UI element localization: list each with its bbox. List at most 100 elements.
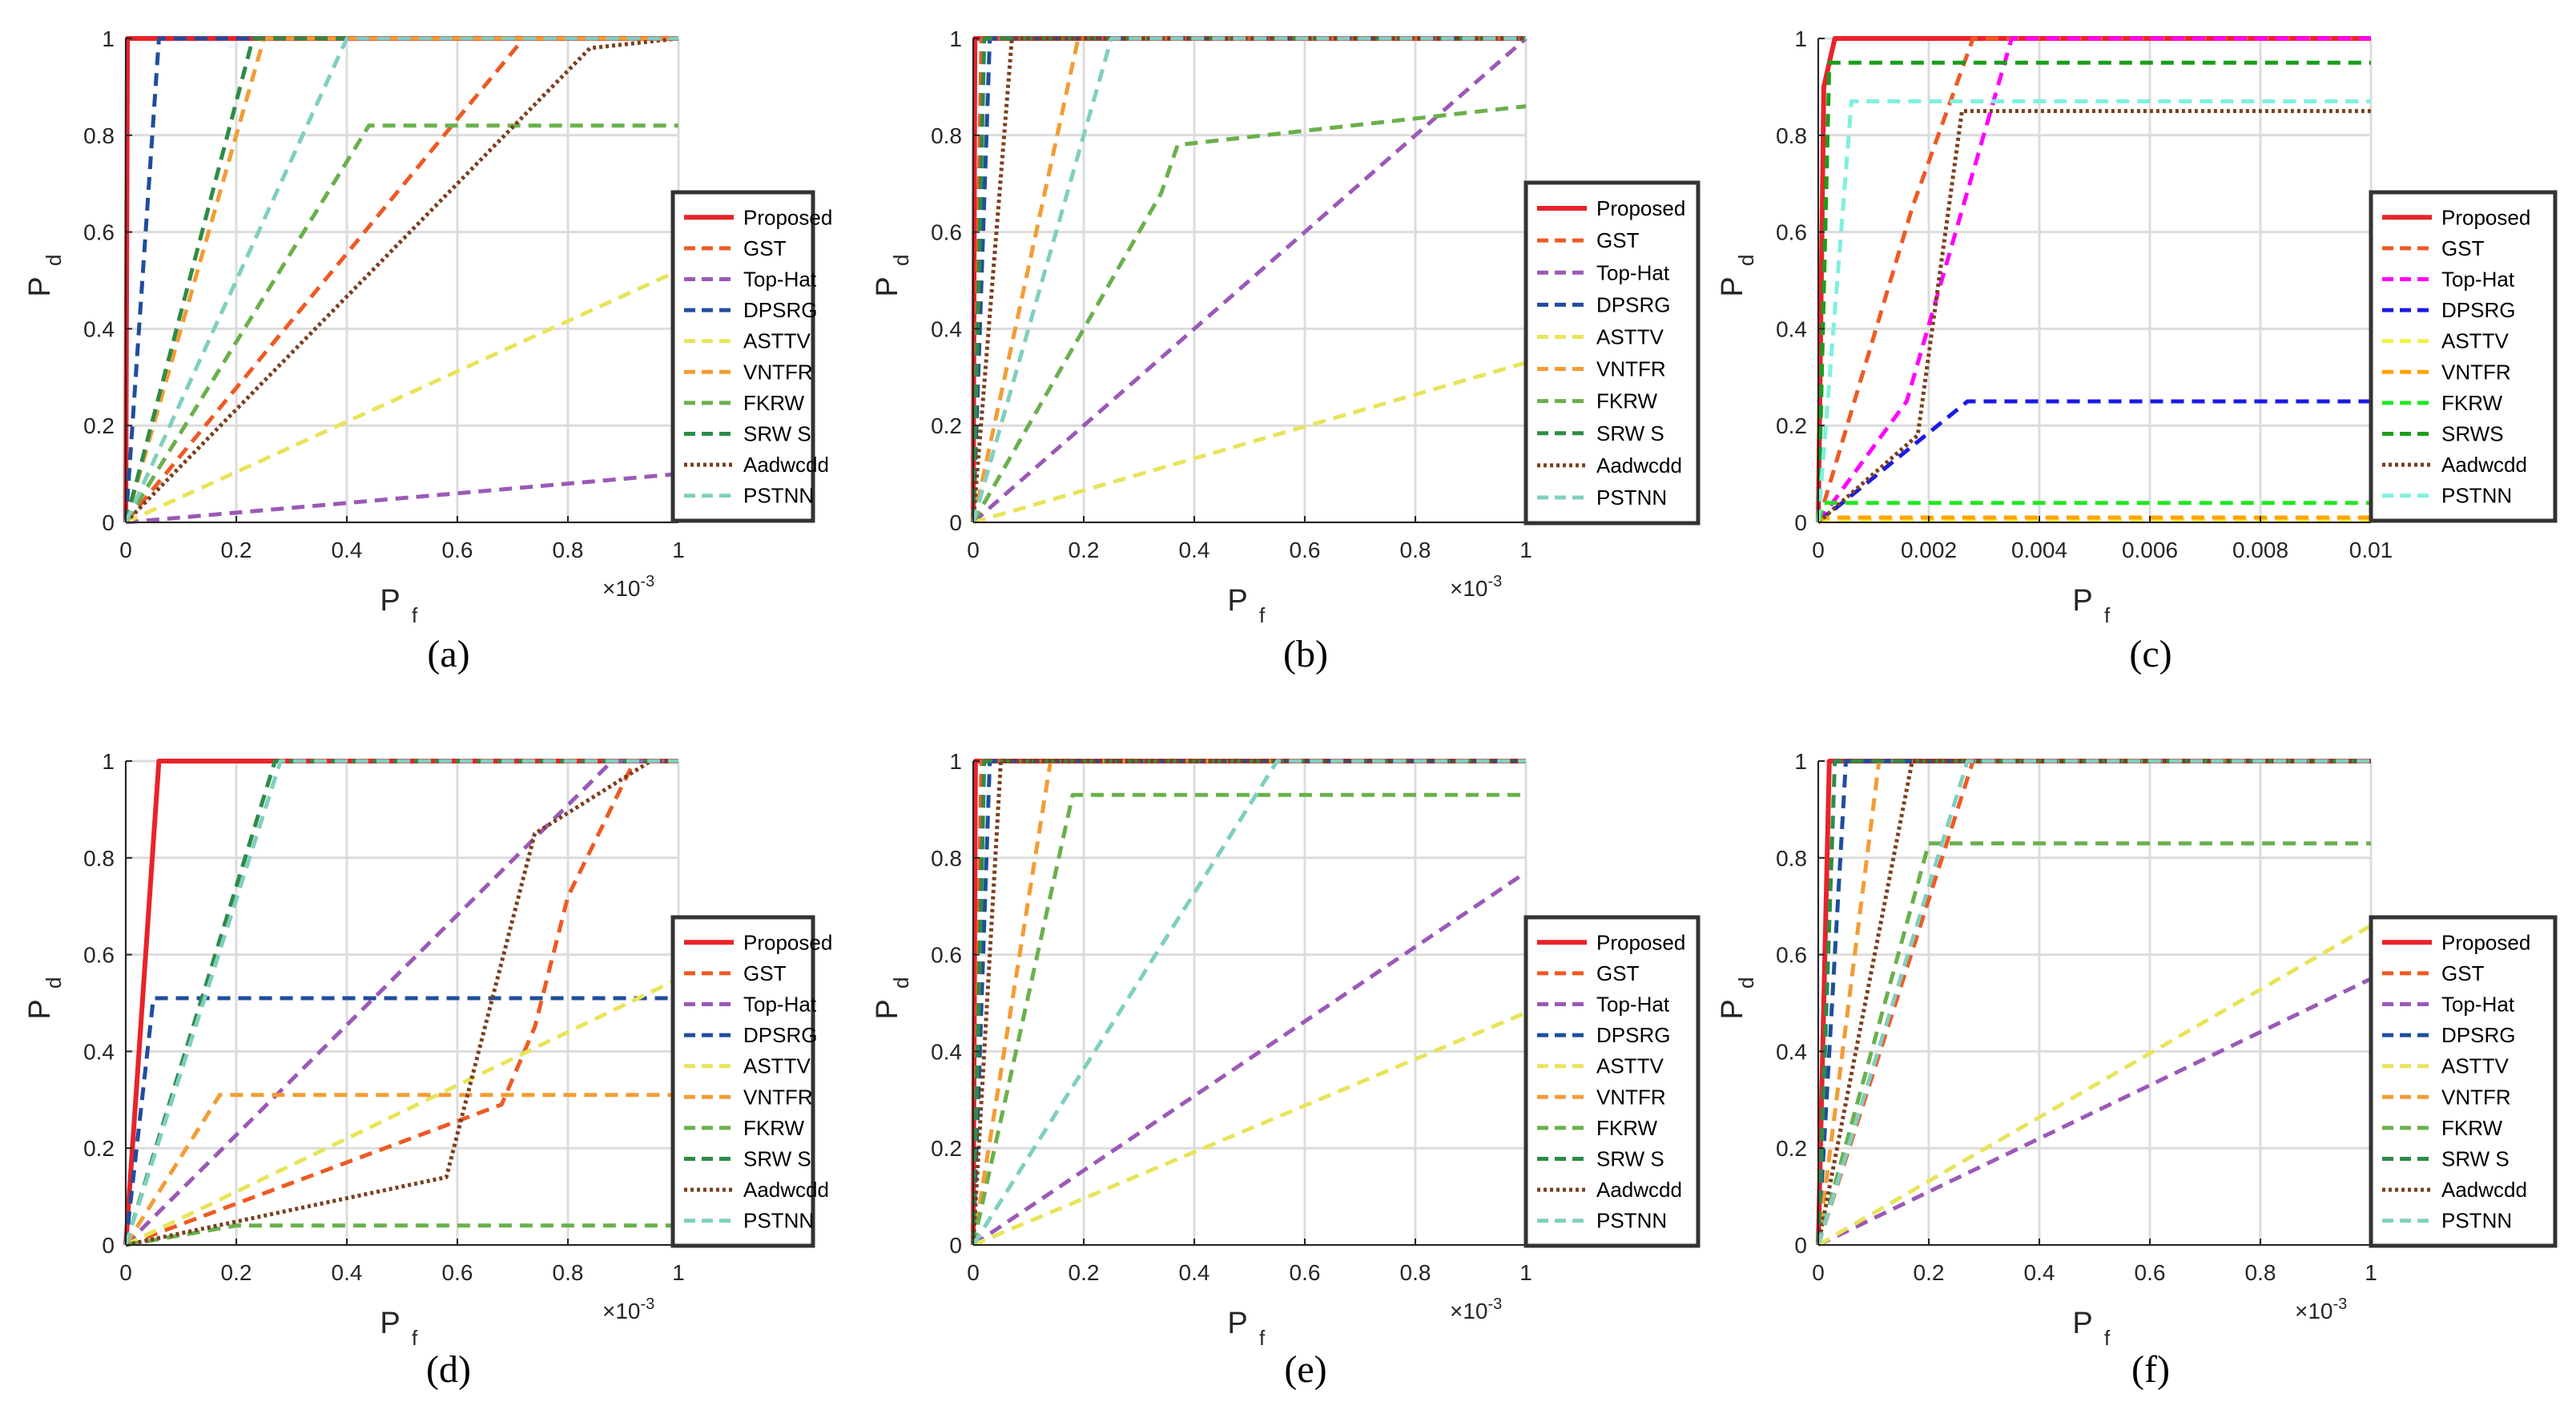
x-axis-label: P <box>2072 1307 2092 1340</box>
y-tick-label: 1 <box>102 26 115 51</box>
legend-entry: ASTTV <box>2441 329 2509 353</box>
legend-entry: FKRW <box>743 1116 805 1140</box>
y-tick-label: 0.2 <box>1776 413 1807 438</box>
legend-entry: SRW S <box>743 422 811 446</box>
series-line-proposed <box>123 36 678 523</box>
y-tick-label: 0.2 <box>931 1136 962 1161</box>
y-tick-label: 0.6 <box>1776 220 1807 245</box>
series-line-fkrw <box>123 123 678 524</box>
legend-entry: SRW S <box>743 1147 811 1171</box>
series-line-srws <box>1816 60 2371 523</box>
series-line-srw-s <box>1816 759 2371 1246</box>
series-line-aadwcdd <box>971 759 1526 1246</box>
y-tick-label: 0.4 <box>931 1039 962 1064</box>
series-line-asttv <box>1817 924 2373 1247</box>
series-line-asttv <box>124 268 680 525</box>
series-line-top-hat <box>972 37 1527 524</box>
series-line-asttv <box>124 977 680 1247</box>
x-axis-label: P <box>380 1307 400 1340</box>
legend: Proposed GST Top-Hat DPSRG ASTTV VNTFR FKRW SRW… <box>670 915 832 1248</box>
x-tick-label: 0 <box>1812 1260 1825 1285</box>
y-axis-label: P <box>871 999 904 1019</box>
legend-entry: FKRW <box>743 391 805 415</box>
chart-panel-c: 0 0.002 0.004 0.006 0.008 0.01 0 0.2 0.4 0.6 0.8 1 P… <box>1716 26 2558 675</box>
panel-caption: (e) <box>1284 1348 1326 1391</box>
legend-entry: DPSRG <box>743 1023 817 1047</box>
legend: Proposed GST Top-Hat DPSRG ASTTV VNTFR FKRW SRW… <box>2369 915 2558 1248</box>
panel-caption: (f) <box>2131 1348 2170 1391</box>
legend-entry: VNTFR <box>743 360 813 384</box>
series-group <box>123 36 680 525</box>
series-line-fkrw <box>971 104 1527 524</box>
legend-entry: FKRW <box>2441 1116 2503 1140</box>
legend-entry: Proposed <box>743 205 832 229</box>
legend-entry: VNTFR <box>1596 357 1666 381</box>
legend-entry: GST <box>2441 236 2485 260</box>
legend-entry: Top-Hat <box>743 993 817 1017</box>
y-tick-label: 0.4 <box>83 316 115 341</box>
legend-entry: SRW S <box>1596 1147 1664 1171</box>
x-tick-label: 0.002 <box>1901 538 1957 562</box>
x-tick-label: 0.6 <box>442 1260 473 1285</box>
x-tick-label: 0.8 <box>2245 1260 2276 1285</box>
series-line-gst <box>1816 759 2371 1246</box>
y-tick-label: 0.2 <box>83 1136 115 1161</box>
y-tick-label: 1 <box>949 749 962 774</box>
x-tick-label: 0.2 <box>221 538 252 562</box>
legend-entry: SRWS <box>2441 422 2504 446</box>
legend-entry: GST <box>743 961 787 985</box>
x-tick-label: 0.2 <box>1069 1260 1100 1285</box>
x-exponent-power: -3 <box>1488 1295 1503 1313</box>
y-axis-label-group: Pd <box>1716 255 1758 297</box>
y-tick-label: 0.2 <box>1776 1136 1807 1161</box>
series-line-dpsrg <box>123 36 678 523</box>
y-tick-label: 0.8 <box>83 123 115 148</box>
series-line-aadwcdd <box>124 36 679 524</box>
x-tick-label: 0.4 <box>2024 1260 2055 1285</box>
x-tick-label: 0.4 <box>332 538 363 562</box>
y-tick-label: 0.2 <box>83 413 115 438</box>
x-tick-label: 0.8 <box>1400 1260 1431 1285</box>
y-tick-label: 0.8 <box>1776 846 1807 871</box>
series-line-fkrw <box>971 792 1526 1246</box>
y-tick-label: 0.6 <box>931 220 962 245</box>
legend-entry: ASTTV <box>1596 1054 1664 1078</box>
legend-entry: PSTNN <box>743 1209 814 1233</box>
series-line-top-hat <box>125 472 679 525</box>
y-axis-label-group: Pd <box>23 977 66 1020</box>
y-tick-label: 1 <box>102 749 115 774</box>
legend-box <box>670 915 815 1248</box>
legend-entry: Top-Hat <box>1596 993 1670 1017</box>
series-line-vntfr <box>971 759 1526 1246</box>
series-line-aadwcdd <box>125 759 678 1247</box>
y-tick-label: 1 <box>1794 26 1807 51</box>
legend-entry: PSTNN <box>2441 484 2512 508</box>
legend-entry: ASTTV <box>743 1054 811 1078</box>
x-tick-label: 0.006 <box>2122 538 2178 562</box>
y-axis-label-subscript: d <box>1734 977 1758 989</box>
y-tick-label: 0 <box>949 510 962 535</box>
y-tick-label: 0.4 <box>83 1039 115 1064</box>
series-line-pstnn <box>971 36 1526 523</box>
legend-entry: ASTTV <box>2441 1054 2509 1078</box>
legend-entry: Proposed <box>2441 205 2530 229</box>
legend: Proposed GST Top-Hat DPSRG ASTTV VNTFR FKRW SRW… <box>1523 915 1701 1248</box>
series-line-srw-s <box>123 36 678 523</box>
series-line-srw-s <box>123 759 678 1246</box>
y-tick-label: 0.4 <box>1776 316 1807 341</box>
y-tick-label: 0.6 <box>83 943 115 968</box>
x-tick-label: 1 <box>672 538 685 562</box>
legend-entry: DPSRG <box>1596 292 1670 316</box>
series-line-proposed <box>1816 759 2371 1246</box>
x-tick-label: 1 <box>1519 1260 1532 1285</box>
series-line-gst <box>971 36 1526 523</box>
series-line-top-hat <box>1816 36 2371 524</box>
series-line-top-hat <box>124 759 678 1247</box>
x-tick-label: 0.8 <box>1400 538 1431 562</box>
y-tick-label: 0.6 <box>931 943 962 968</box>
y-axis-label: P <box>23 276 57 296</box>
legend: Proposed GST Top-Hat DPSRG ASTTV VNTFR FKRW SRW… <box>670 190 832 523</box>
x-tick-label: 1 <box>672 1260 685 1285</box>
series-line-pstnn <box>971 759 1526 1247</box>
